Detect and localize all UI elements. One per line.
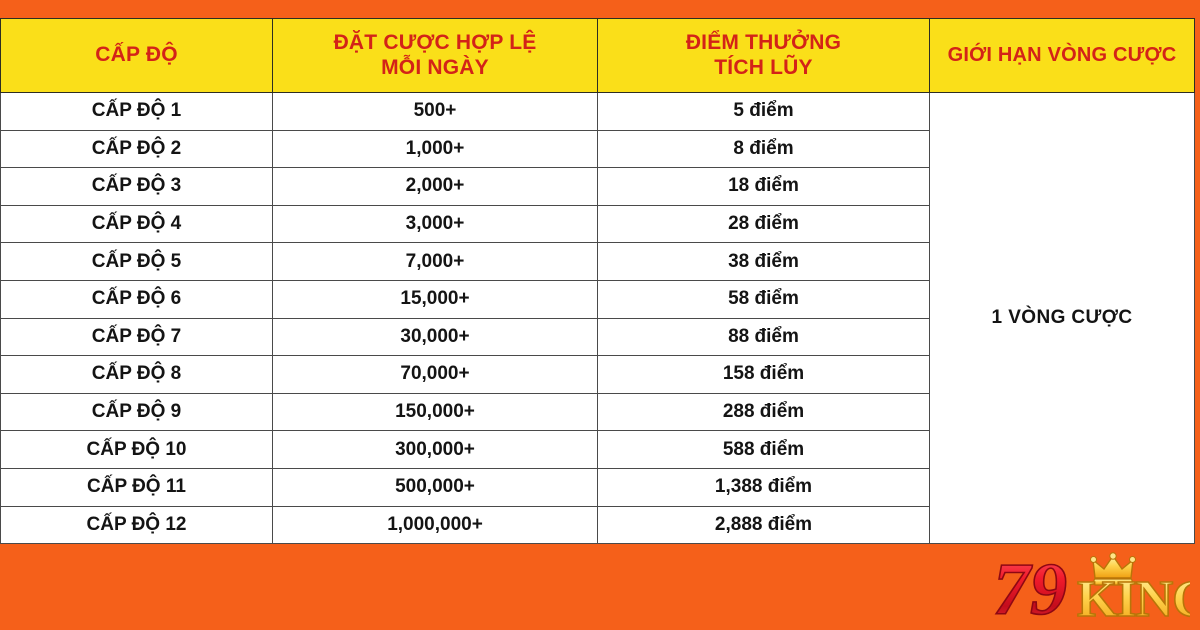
cell-level: CẤP ĐỘ 6 — [0, 279, 273, 319]
table-row: CẤP ĐỘ 9 150,000+ 288 điểm — [0, 392, 1195, 432]
table-row: CẤP ĐỘ 8 70,000+ 158 điểm — [0, 355, 1195, 394]
cell-level: CẤP ĐỘ 10 — [0, 430, 273, 469]
table-row: CẤP ĐỘ 10 300,000+ 588 điểm — [0, 430, 1195, 469]
cell-level: CẤP ĐỘ 11 — [0, 467, 273, 507]
cell-valid-bet: 2,000+ — [272, 167, 598, 206]
reward-table: CẤP ĐỘ ĐẶT CƯỢC HỢP LỆ MỖI NGÀY ĐIỂM THƯ… — [0, 18, 1195, 545]
cell-level: CẤP ĐỘ 8 — [0, 355, 273, 394]
logo-word-king: KING — [1076, 570, 1190, 626]
table-header-row: CẤP ĐỘ ĐẶT CƯỢC HỢP LỆ MỖI NGÀY ĐIỂM THƯ… — [0, 18, 1195, 93]
table-row: CẤP ĐỘ 6 15,000+ 58 điểm — [0, 279, 1195, 319]
cell-valid-bet: 500+ — [272, 92, 598, 131]
cell-level: CẤP ĐỘ 9 — [0, 392, 273, 432]
cell-points: 18 điểm — [597, 167, 930, 206]
column-header-wager-limit: GIỚI HẠN VÒNG CƯỢC — [929, 18, 1195, 93]
table-header: CẤP ĐỘ ĐẶT CƯỢC HỢP LỆ MỖI NGÀY ĐIỂM THƯ… — [0, 18, 1195, 93]
table-row: CẤP ĐỘ 11 500,000+ 1,388 điểm — [0, 467, 1195, 507]
cell-level: CẤP ĐỘ 1 — [0, 92, 273, 131]
table-row: CẤP ĐỘ 3 2,000+ 18 điểm — [0, 167, 1195, 206]
cell-points: 58 điểm — [597, 279, 930, 319]
cell-level: CẤP ĐỘ 7 — [0, 317, 273, 357]
cell-points: 1,388 điểm — [597, 467, 930, 507]
cell-valid-bet: 300,000+ — [272, 430, 598, 469]
cell-points: 28 điểm — [597, 204, 930, 244]
cell-points: 288 điểm — [597, 392, 930, 432]
table-row: CẤP ĐỘ 5 7,000+ 38 điểm — [0, 242, 1195, 281]
svg-text:79: 79 — [993, 549, 1067, 626]
cell-level: CẤP ĐỘ 2 — [0, 129, 273, 169]
cell-points: 88 điểm — [597, 317, 930, 357]
cell-points: 158 điểm — [597, 355, 930, 394]
crown-icon — [1090, 552, 1136, 586]
svg-text:KING: KING — [1077, 571, 1190, 626]
column-header-points: ĐIỂM THƯỞNG TÍCH LŨY — [597, 18, 930, 93]
cell-level: CẤP ĐỘ 3 — [0, 167, 273, 206]
cell-points: 8 điểm — [597, 129, 930, 169]
cell-valid-bet: 15,000+ — [272, 279, 598, 319]
cell-valid-bet: 1,000+ — [272, 129, 598, 169]
table-body: CẤP ĐỘ 1 500+ 5 điểm 1 VÒNG CƯỢC CẤP ĐỘ 2 1,0… — [0, 91, 1195, 545]
cell-wager-limit: 1 VÒNG CƯỢC — [929, 91, 1195, 545]
table-row: CẤP ĐỘ 12 1,000,000+ 2,888 điểm — [0, 505, 1195, 545]
reward-table-container: CẤP ĐỘ ĐẶT CƯỢC HỢP LỆ MỖI NGÀY ĐIỂM THƯ… — [0, 18, 1195, 545]
cell-level: CẤP ĐỘ 4 — [0, 204, 273, 244]
cell-valid-bet: 150,000+ — [272, 392, 598, 432]
table-row: CẤP ĐỘ 1 500+ 5 điểm 1 VÒNG CƯỢC — [0, 91, 1195, 545]
table-row: CẤP ĐỘ 4 3,000+ 28 điểm — [0, 204, 1195, 244]
column-header-valid-bet: ĐẶT CƯỢC HỢP LỆ MỖI NGÀY — [272, 18, 598, 93]
cell-points: 5 điểm — [597, 92, 930, 131]
column-header-level: CẤP ĐỘ — [0, 18, 273, 93]
table-row: CẤP ĐỘ 2 1,000+ 8 điểm — [0, 129, 1195, 169]
brand-logo: 79 KING — [985, 544, 1190, 626]
cell-valid-bet: 1,000,000+ — [272, 505, 598, 545]
cell-valid-bet: 70,000+ — [272, 355, 598, 394]
cell-points: 2,888 điểm — [597, 505, 930, 545]
logo-number-79: 79 — [992, 548, 1068, 626]
cell-valid-bet: 500,000+ — [272, 467, 598, 507]
cell-points: 38 điểm — [597, 242, 930, 281]
cell-valid-bet: 30,000+ — [272, 317, 598, 357]
cell-level: CẤP ĐỘ 5 — [0, 242, 273, 281]
cell-level: CẤP ĐỘ 12 — [0, 505, 273, 545]
cell-points: 588 điểm — [597, 430, 930, 469]
cell-valid-bet: 3,000+ — [272, 204, 598, 244]
logo-79king-graphic: 79 KING — [992, 548, 1190, 626]
cell-valid-bet: 7,000+ — [272, 242, 598, 281]
